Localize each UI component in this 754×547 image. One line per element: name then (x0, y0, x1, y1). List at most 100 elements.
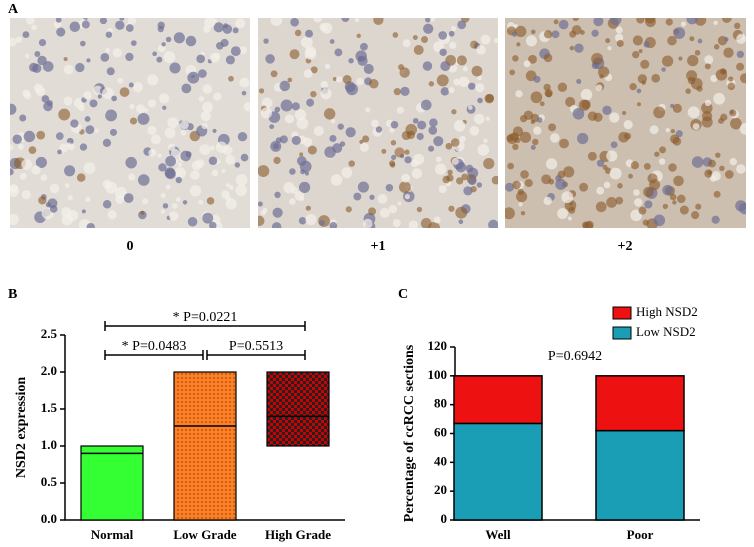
cell (721, 69, 727, 75)
cell (653, 106, 666, 119)
cell (530, 144, 536, 150)
cell (185, 35, 197, 47)
cell (25, 18, 35, 25)
cell (175, 176, 182, 184)
cell (232, 27, 239, 34)
bar-segment (453, 422, 543, 521)
cell (187, 217, 198, 227)
cell (724, 170, 734, 179)
cell (313, 18, 322, 23)
cell (274, 191, 281, 199)
cell (17, 143, 24, 150)
cell (337, 123, 344, 130)
cell (163, 51, 176, 63)
cell (341, 18, 350, 23)
cell (668, 163, 677, 172)
cell (49, 205, 58, 213)
cell (476, 45, 486, 55)
cell (228, 185, 234, 191)
cell (215, 141, 228, 154)
cell (85, 196, 91, 203)
cell (310, 90, 317, 98)
cell (81, 20, 90, 29)
cell (202, 101, 213, 113)
cell (665, 128, 670, 133)
cell (526, 35, 538, 47)
cell (505, 207, 515, 220)
cell (634, 198, 643, 207)
cell (659, 146, 667, 154)
cell (261, 97, 273, 109)
cell (636, 18, 645, 24)
cell (651, 73, 661, 83)
cell (695, 203, 702, 210)
cell (132, 82, 143, 93)
cell (493, 37, 498, 44)
cell (616, 39, 624, 48)
cell (385, 183, 394, 192)
cell (99, 18, 108, 25)
cell (234, 162, 241, 168)
legend-label: High NSD2 (636, 304, 698, 319)
cell (79, 143, 88, 151)
cell (156, 56, 163, 63)
cell (686, 18, 699, 25)
x-tick-label: Well (485, 527, 511, 542)
cell (377, 194, 388, 204)
cell (320, 88, 332, 100)
cell (605, 38, 611, 44)
cell (34, 51, 41, 57)
cell (512, 143, 519, 151)
cell (162, 203, 169, 209)
cell (676, 194, 686, 204)
cell (150, 134, 161, 145)
cell (516, 42, 521, 47)
cell (164, 127, 176, 139)
cell (225, 183, 231, 188)
cell (360, 42, 368, 51)
cell (67, 143, 75, 151)
bar (173, 371, 237, 521)
cell (310, 66, 318, 74)
cell (739, 202, 746, 215)
x-tick-label: High Grade (265, 527, 331, 542)
cell (365, 107, 371, 113)
cell (416, 132, 424, 141)
cell (119, 18, 125, 21)
cell (480, 34, 491, 45)
cell (453, 78, 461, 86)
cell (388, 204, 398, 214)
cell (396, 106, 405, 114)
cell (102, 200, 112, 209)
cell (240, 153, 249, 162)
cell (102, 87, 114, 100)
cell (445, 142, 453, 150)
cell (189, 185, 202, 197)
cell (100, 53, 110, 62)
cell (468, 105, 473, 110)
cell (117, 77, 124, 84)
cell (55, 18, 62, 23)
cell (729, 157, 738, 166)
cell (55, 132, 64, 140)
cell (235, 173, 248, 186)
cell (686, 70, 698, 82)
cell (475, 83, 485, 93)
cell (265, 54, 275, 64)
cell (453, 120, 466, 132)
cell (258, 165, 270, 177)
cell (509, 69, 516, 76)
cell (532, 138, 539, 146)
cell (440, 87, 450, 96)
cell (739, 73, 746, 84)
cell (708, 159, 716, 168)
cell (150, 149, 155, 154)
cell (157, 21, 165, 30)
cell (572, 107, 585, 120)
cell (238, 46, 248, 55)
cell (356, 33, 361, 39)
cell (696, 85, 703, 92)
cell (43, 101, 53, 112)
cell (237, 131, 248, 142)
cell (225, 154, 236, 165)
